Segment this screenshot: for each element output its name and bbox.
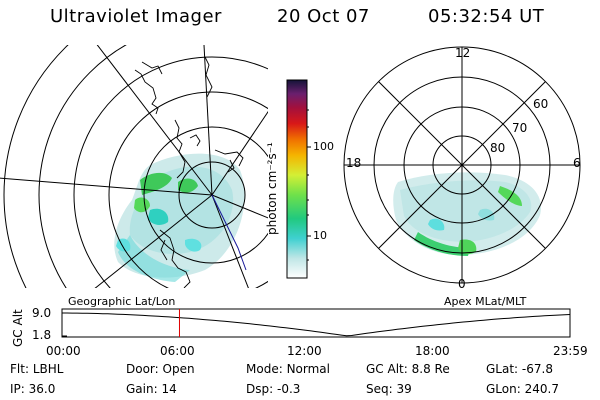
info-glat: GLat: -67.8 <box>486 362 553 376</box>
timeline-xtick-0000: 00:00 <box>46 344 81 358</box>
info-ip: IP: 36.0 <box>10 382 56 396</box>
timeline-xtick-1200: 12:00 <box>287 344 322 358</box>
mlt-label-18: 18 <box>346 156 362 170</box>
info-flt: Flt: LBHL <box>10 362 64 376</box>
timeline-xtick-1800: 18:00 <box>415 344 450 358</box>
latitude-circles <box>3 45 268 288</box>
color-bar-tick-10: 10 <box>313 229 327 242</box>
mlt-spokes <box>344 47 580 283</box>
coastlines <box>134 56 244 288</box>
mlat-label-70: 70 <box>512 121 528 135</box>
instrument-title: Ultraviolet Imager <box>50 6 222 27</box>
info-door: Door: Open <box>126 362 195 376</box>
mlat-label-80: 80 <box>490 141 506 155</box>
timeline-ytick-low: 1.8 <box>32 328 52 342</box>
info-glon: GLon: 240.7 <box>486 382 559 396</box>
timeline-ytick-high: 9.0 <box>32 306 52 320</box>
aurora-emission-right <box>393 172 541 256</box>
longitude-lines <box>0 45 268 288</box>
altitude-curve <box>62 312 571 337</box>
left-panel-label: Geographic Lat/Lon <box>68 295 176 308</box>
geographic-map <box>0 45 268 288</box>
color-bar <box>286 79 311 279</box>
color-bar-ticks <box>307 109 311 261</box>
right-panel-label: Apex MLat/MLT <box>444 295 527 308</box>
mlt-label-0: 0 <box>458 277 466 291</box>
timeline-ylabel: GC Alt <box>11 309 25 347</box>
time-label: 05:32:54 UT <box>428 6 545 27</box>
info-seq: Seq: 39 <box>366 382 412 396</box>
timeline-frame <box>61 308 571 338</box>
mlt-label-12: 12 <box>455 46 471 60</box>
info-mode: Mode: Normal <box>246 362 330 376</box>
satellite-track <box>211 194 247 271</box>
altitude-timeline <box>61 308 571 338</box>
mlat-label-60: 60 <box>533 97 549 111</box>
info-gain: Gain: 14 <box>126 382 177 396</box>
timeline-xtick-2359: 23:59 <box>553 344 588 358</box>
timeline-xtick-0600: 06:00 <box>160 344 195 358</box>
color-bar-tick-100: 100 <box>313 140 334 153</box>
info-gc-alt: GC Alt: 8.8 Re <box>366 362 450 376</box>
color-bar-label: photon cm⁻²s⁻¹ <box>265 142 279 235</box>
mlt-dial <box>343 46 581 284</box>
date-label: 20 Oct 07 <box>277 6 370 27</box>
info-dsp: Dsp: -0.3 <box>246 382 301 396</box>
mlt-label-6: 6 <box>573 156 581 170</box>
